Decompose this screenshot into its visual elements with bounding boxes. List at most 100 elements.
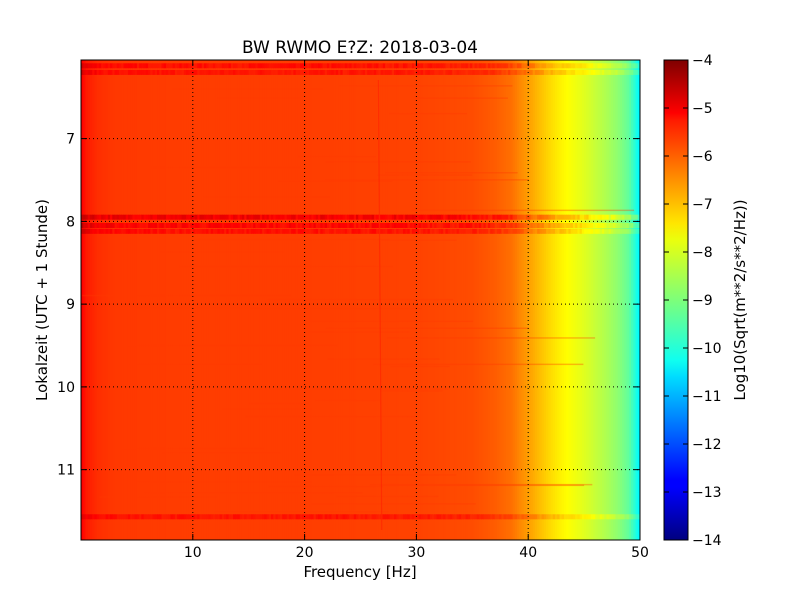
heatmap-texture (373, 363, 584, 366)
heatmap-cell (119, 60, 122, 540)
heatmap-band (181, 63, 185, 69)
heatmap-band (203, 514, 207, 520)
heatmap-band (221, 228, 225, 234)
heatmap-cell (463, 60, 467, 540)
heatmap-band (635, 63, 639, 69)
heatmap-band (510, 223, 514, 228)
heatmap-band (297, 514, 301, 520)
heatmap-band (481, 214, 485, 220)
heatmap-band (479, 63, 482, 69)
heatmap-band (264, 69, 268, 75)
heatmap-texture (311, 503, 476, 505)
heatmap-band (226, 514, 230, 520)
heatmap-band (572, 69, 576, 75)
heatmap-band (288, 63, 292, 69)
heatmap-texture (159, 251, 284, 253)
x-tick-label: 10 (184, 545, 202, 561)
heatmap-band (206, 514, 210, 520)
heatmap-band (241, 228, 245, 234)
heatmap-cell (253, 60, 257, 540)
heatmap-cell (633, 60, 637, 540)
heatmap-band (367, 69, 371, 75)
heatmap-band (407, 514, 411, 520)
heatmap-band (107, 69, 111, 75)
heatmap-band (329, 214, 333, 220)
heatmap-cell (360, 60, 364, 540)
heatmap-band (262, 214, 265, 220)
heatmap-band (624, 63, 628, 69)
heatmap-band (351, 63, 355, 69)
heatmap-band (483, 514, 487, 520)
heatmap-band (485, 69, 489, 75)
heatmap-cell (83, 60, 87, 540)
heatmap-band (141, 214, 145, 220)
heatmap-band (452, 228, 456, 234)
colorbar-tick-label: −7 (692, 197, 713, 213)
heatmap-band (179, 223, 183, 228)
heatmap-band (347, 228, 350, 234)
heatmap-band (517, 69, 520, 75)
heatmap-band (300, 228, 303, 234)
heatmap-band (190, 214, 194, 220)
heatmap-band (458, 63, 462, 69)
heatmap-band (183, 223, 187, 228)
heatmap-band (447, 63, 451, 69)
heatmap-band (615, 228, 619, 234)
heatmap-band (186, 214, 189, 220)
heatmap-band (514, 223, 518, 228)
heatmap-cell (215, 60, 218, 540)
heatmap-band (373, 69, 377, 75)
heatmap-band (479, 223, 482, 228)
heatmap-band (168, 514, 172, 520)
heatmap-band (134, 214, 138, 220)
heatmap-band (452, 223, 456, 228)
heatmap-band (277, 228, 281, 234)
heatmap-band (273, 514, 277, 520)
heatmap-band (402, 228, 406, 234)
heatmap-band (114, 223, 118, 228)
heatmap-band (295, 514, 299, 520)
heatmap-band (273, 228, 277, 234)
heatmap-band (619, 228, 623, 234)
heatmap-cell (284, 60, 288, 540)
heatmap-band (566, 228, 570, 234)
heatmap-cell (268, 60, 272, 540)
heatmap-texture (277, 180, 393, 182)
heatmap-band (212, 223, 216, 228)
heatmap-texture (132, 219, 238, 221)
heatmap-band (447, 228, 451, 234)
heatmap-band (219, 63, 223, 69)
heatmap-band (351, 214, 355, 220)
heatmap-vertical-line (377, 79, 383, 531)
heatmap-texture (250, 307, 422, 310)
heatmap-cell (441, 60, 444, 540)
heatmap-band (340, 514, 344, 520)
heatmap-band (224, 214, 227, 220)
heatmap-band (548, 63, 552, 69)
heatmap-cell (624, 60, 628, 540)
heatmap-cell (89, 60, 93, 540)
heatmap-band (584, 228, 587, 234)
heatmap-band (165, 69, 169, 75)
heatmap-band (168, 214, 172, 220)
heatmap-band (230, 228, 234, 234)
heatmap-band (255, 69, 259, 75)
heatmap-cell (369, 60, 373, 540)
heatmap-band (454, 223, 458, 228)
heatmap-band (588, 214, 592, 220)
heatmap-band (389, 223, 393, 228)
heatmap-band (89, 228, 93, 234)
heatmap-band (613, 214, 617, 220)
heatmap-cell (414, 60, 417, 540)
heatmap-cell (456, 60, 460, 540)
heatmap-band (465, 514, 469, 520)
heatmap-band (217, 228, 221, 234)
heatmap-band (154, 69, 158, 75)
heatmap-cell (371, 60, 375, 540)
heatmap-band (590, 69, 594, 75)
heatmap-band (445, 69, 449, 75)
heatmap-band (479, 69, 482, 75)
heatmap-band (559, 69, 563, 75)
heatmap-band (103, 69, 107, 75)
heatmap-band (199, 514, 203, 520)
